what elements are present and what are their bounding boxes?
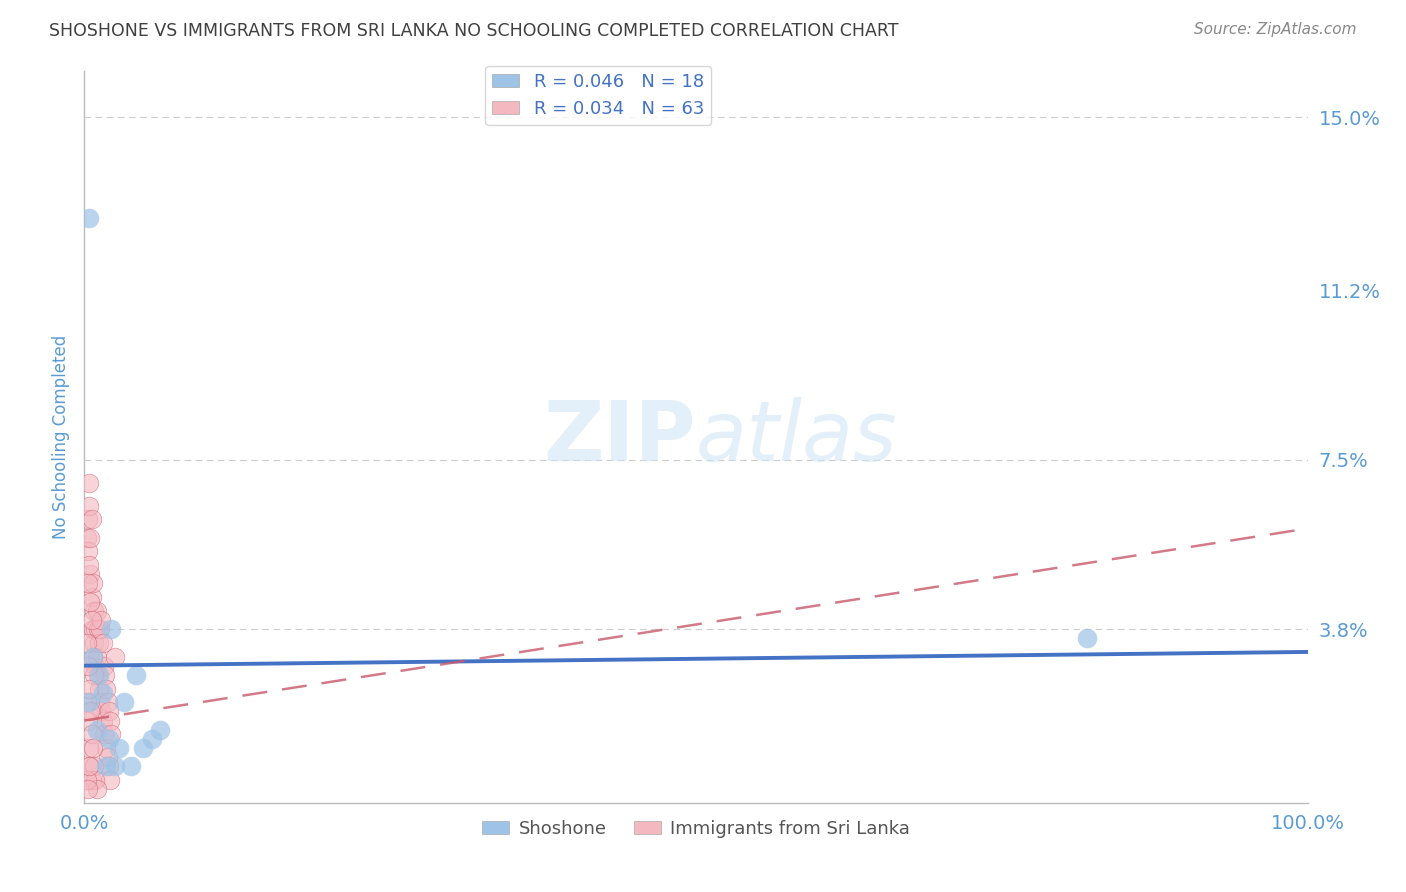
Point [91, 636, 114, 650]
Point [82, 740, 104, 755]
Point [98, 714, 121, 728]
Point [87, 636, 110, 650]
Point [77, 759, 100, 773]
Point [77, 658, 100, 673]
Point [79, 595, 101, 609]
Point [80, 727, 103, 741]
Point [80, 590, 103, 604]
Point [96, 759, 118, 773]
Point [89, 695, 111, 709]
Point [98, 772, 121, 787]
Point [77, 211, 100, 225]
Point [90, 705, 112, 719]
Point [100, 622, 122, 636]
Point [84, 622, 107, 636]
Point [77, 499, 100, 513]
Text: Source: ZipAtlas.com: Source: ZipAtlas.com [1194, 22, 1357, 37]
Point [82, 622, 104, 636]
Point [141, 731, 163, 746]
Point [83, 667, 105, 681]
Point [89, 622, 111, 636]
Legend: Shoshone, Immigrants from Sri Lanka: Shoshone, Immigrants from Sri Lanka [475, 813, 917, 845]
Y-axis label: No Schooling Completed: No Schooling Completed [52, 335, 70, 539]
Point [77, 576, 100, 591]
Point [82, 649, 104, 664]
Point [149, 723, 172, 737]
Point [84, 772, 107, 787]
Point [90, 613, 112, 627]
Point [86, 723, 108, 737]
Point [77, 714, 100, 728]
Point [77, 475, 100, 490]
Point [80, 613, 103, 627]
Point [87, 667, 110, 681]
Point [104, 649, 127, 664]
Point [83, 604, 105, 618]
Point [77, 782, 100, 797]
Point [97, 705, 120, 719]
Point [79, 759, 101, 773]
Point [87, 622, 110, 636]
Point [91, 686, 114, 700]
Point [1076, 632, 1098, 646]
Point [86, 649, 108, 664]
Point [125, 667, 148, 681]
Text: atlas: atlas [696, 397, 897, 477]
Point [79, 705, 101, 719]
Point [76, 695, 98, 709]
Point [77, 512, 100, 526]
Point [77, 695, 100, 709]
Point [100, 727, 122, 741]
Point [84, 658, 107, 673]
Point [80, 512, 103, 526]
Point [107, 740, 129, 755]
Point [77, 740, 100, 755]
Point [97, 759, 120, 773]
Point [112, 695, 135, 709]
Point [132, 740, 155, 755]
Point [120, 759, 142, 773]
Point [96, 740, 118, 755]
Text: ZIP: ZIP [544, 397, 696, 477]
Point [83, 636, 105, 650]
Point [77, 544, 100, 558]
Point [80, 772, 103, 787]
Point [97, 695, 120, 709]
Point [77, 681, 100, 696]
Point [93, 727, 115, 741]
Point [76, 772, 98, 787]
Point [87, 681, 110, 696]
Point [77, 558, 100, 573]
Point [86, 604, 108, 618]
Point [79, 531, 101, 545]
Point [82, 649, 104, 664]
Point [87, 667, 110, 681]
Text: SHOSHONE VS IMMIGRANTS FROM SRI LANKA NO SCHOOLING COMPLETED CORRELATION CHART: SHOSHONE VS IMMIGRANTS FROM SRI LANKA NO… [49, 22, 898, 40]
Point [94, 667, 117, 681]
Point [79, 567, 101, 582]
Point [93, 658, 115, 673]
Point [96, 681, 118, 696]
Point [97, 731, 120, 746]
Point [83, 759, 105, 773]
Point [76, 636, 98, 650]
Point [82, 576, 104, 591]
Point [76, 531, 98, 545]
Point [86, 782, 108, 797]
Point [91, 714, 114, 728]
Point [104, 759, 127, 773]
Point [97, 750, 120, 764]
